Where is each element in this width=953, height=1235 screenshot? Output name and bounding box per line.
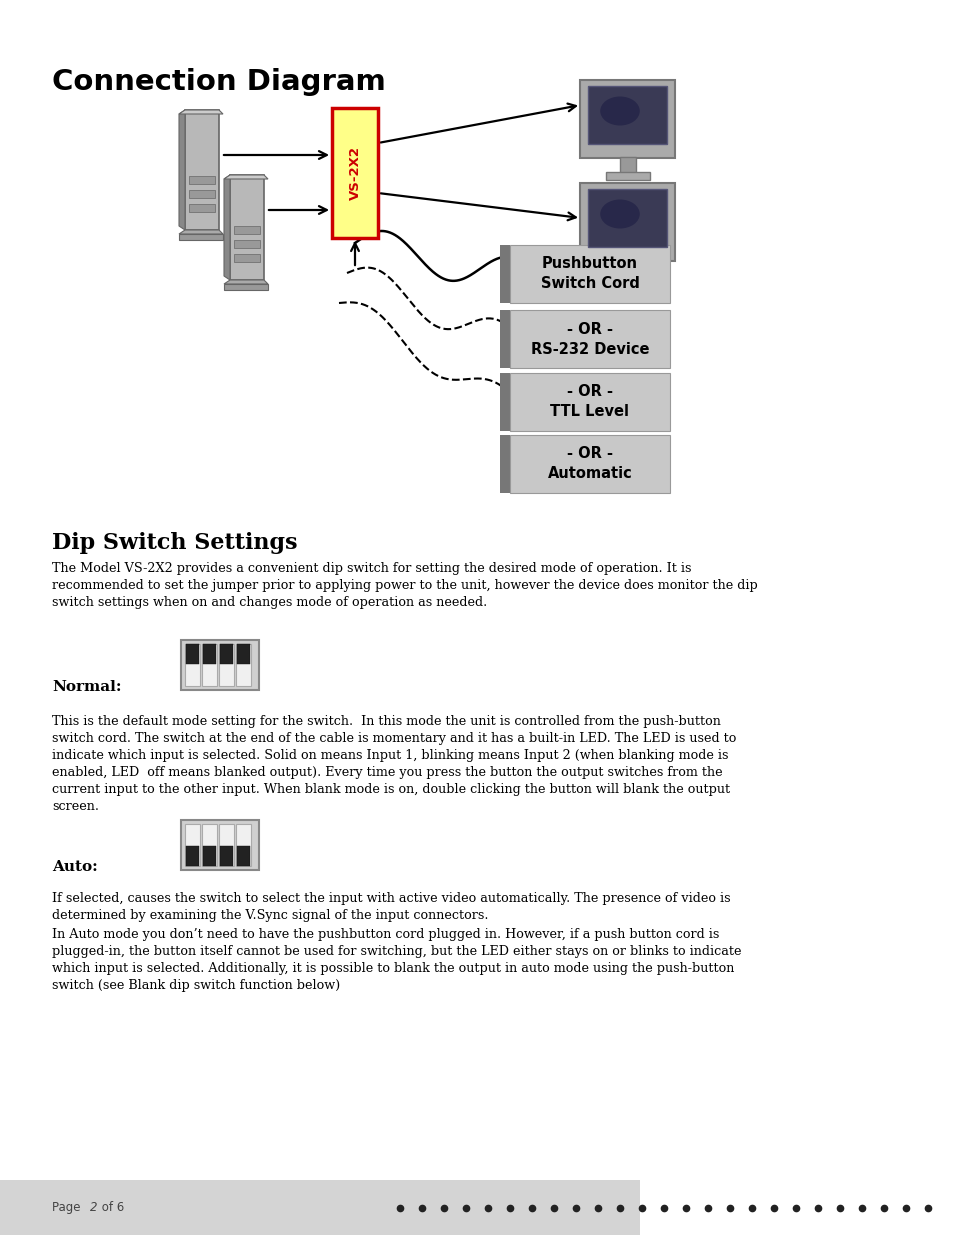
Bar [189, 204, 214, 212]
Bar [202, 643, 216, 685]
Bar [219, 824, 233, 866]
FancyBboxPatch shape [605, 172, 649, 180]
Polygon shape [224, 175, 268, 179]
Text: Pushbutton: Pushbutton [541, 257, 638, 272]
Ellipse shape [599, 96, 639, 126]
FancyBboxPatch shape [230, 175, 264, 280]
Bar [202, 824, 216, 866]
Text: Dip Switch Settings: Dip Switch Settings [52, 532, 297, 555]
Bar [220, 846, 233, 866]
FancyBboxPatch shape [579, 183, 675, 261]
Bar [499, 435, 510, 493]
Bar [185, 643, 200, 685]
FancyBboxPatch shape [510, 435, 669, 493]
Bar [0, 1179, 639, 1235]
Ellipse shape [599, 200, 639, 228]
FancyBboxPatch shape [588, 86, 667, 144]
FancyBboxPatch shape [181, 820, 258, 869]
FancyBboxPatch shape [510, 245, 669, 303]
Bar [235, 824, 251, 866]
FancyBboxPatch shape [510, 373, 669, 431]
Text: - OR -: - OR - [566, 447, 613, 462]
Text: Connection Diagram: Connection Diagram [52, 68, 385, 96]
FancyBboxPatch shape [510, 310, 669, 368]
Bar [233, 240, 260, 248]
Text: - OR -: - OR - [566, 384, 613, 399]
Text: Auto:: Auto: [52, 860, 97, 874]
Bar [220, 643, 233, 664]
Text: In Auto mode you don’t need to have the pushbutton cord plugged in. However, if : In Auto mode you don’t need to have the … [52, 927, 740, 992]
Bar [499, 373, 510, 431]
Bar [499, 310, 510, 368]
Text: Page: Page [52, 1200, 84, 1214]
Text: - OR -: - OR - [566, 321, 613, 336]
Bar [203, 643, 215, 664]
FancyBboxPatch shape [224, 284, 268, 290]
Bar [236, 846, 250, 866]
Text: Automatic: Automatic [547, 467, 632, 482]
Bar [219, 643, 233, 685]
FancyBboxPatch shape [605, 275, 649, 283]
Polygon shape [179, 110, 185, 230]
Text: TTL Level: TTL Level [550, 405, 629, 420]
Bar [233, 226, 260, 233]
Bar [233, 254, 260, 262]
FancyBboxPatch shape [179, 233, 223, 240]
Text: The Model VS-2X2 provides a convenient dip switch for setting the desired mode o: The Model VS-2X2 provides a convenient d… [52, 562, 757, 609]
FancyBboxPatch shape [588, 189, 667, 247]
Bar [235, 643, 251, 685]
FancyBboxPatch shape [181, 640, 258, 690]
Bar [186, 846, 199, 866]
Text: VS-2X2: VS-2X2 [348, 146, 361, 200]
Text: Switch Cord: Switch Cord [540, 277, 639, 291]
Bar [236, 643, 250, 664]
Text: RS-232 Device: RS-232 Device [530, 342, 649, 357]
Bar [189, 177, 214, 184]
Bar [499, 245, 510, 303]
Polygon shape [224, 175, 230, 280]
FancyBboxPatch shape [185, 110, 219, 230]
Bar [619, 261, 636, 275]
Bar [186, 643, 199, 664]
Polygon shape [224, 280, 268, 284]
Polygon shape [179, 230, 223, 233]
FancyBboxPatch shape [332, 107, 377, 238]
Bar [189, 190, 214, 198]
Text: This is the default mode setting for the switch.  In this mode the unit is contr: This is the default mode setting for the… [52, 715, 736, 813]
Text: If selected, causes the switch to select the input with active video automatical: If selected, causes the switch to select… [52, 892, 730, 923]
Text: 2: 2 [90, 1200, 97, 1214]
Bar [619, 157, 636, 173]
Text: of 6: of 6 [98, 1200, 124, 1214]
Bar [185, 824, 200, 866]
Polygon shape [179, 110, 223, 114]
Bar [203, 846, 215, 866]
Text: Normal:: Normal: [52, 680, 121, 694]
FancyBboxPatch shape [579, 80, 675, 158]
